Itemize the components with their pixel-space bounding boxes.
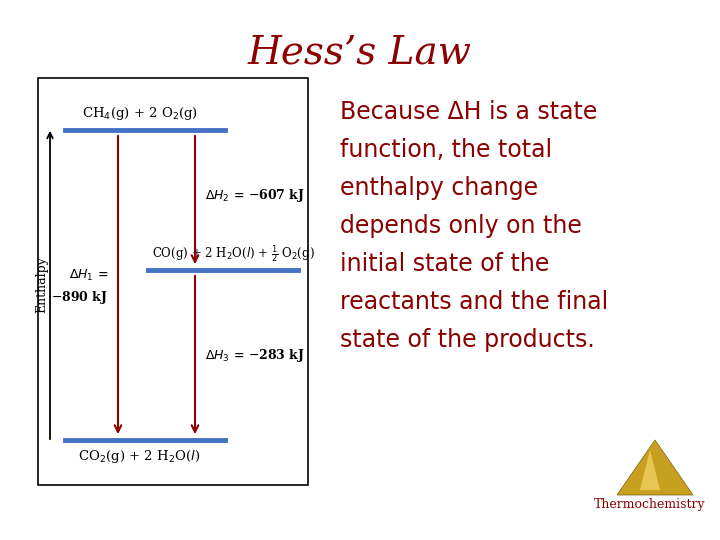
Text: $\Delta H_1$ =: $\Delta H_1$ = — [68, 267, 108, 282]
Polygon shape — [640, 450, 660, 490]
Text: reactants and the final: reactants and the final — [340, 290, 608, 314]
Text: $\Delta H_3$ = $-$283 kJ: $\Delta H_3$ = $-$283 kJ — [205, 347, 305, 363]
Text: initial state of the: initial state of the — [340, 252, 549, 276]
Text: CO$_2$(g) + 2 H$_2$O($l$): CO$_2$(g) + 2 H$_2$O($l$) — [78, 448, 200, 465]
Text: state of the products.: state of the products. — [340, 328, 595, 352]
Text: Thermochemistry: Thermochemistry — [594, 498, 706, 511]
Text: Because ΔH is a state: Because ΔH is a state — [340, 100, 598, 124]
Text: function, the total: function, the total — [340, 138, 552, 162]
Bar — [38, 78, 308, 485]
Polygon shape — [617, 440, 693, 495]
Text: $-$890 kJ: $-$890 kJ — [51, 288, 108, 306]
Text: CO(g) + 2 H$_2$O($l$) + $\frac{1}{2}$ O$_2$(g): CO(g) + 2 H$_2$O($l$) + $\frac{1}{2}$ O$… — [152, 244, 315, 265]
Text: Hess’s Law: Hess’s Law — [248, 35, 472, 72]
Text: CH$_4$(g) + 2 O$_2$(g): CH$_4$(g) + 2 O$_2$(g) — [82, 105, 198, 122]
Text: depends only on the: depends only on the — [340, 214, 582, 238]
Text: Enthalpy: Enthalpy — [35, 256, 48, 313]
Text: $\Delta H_2$ = $-$607 kJ: $\Delta H_2$ = $-$607 kJ — [205, 186, 305, 204]
Text: enthalpy change: enthalpy change — [340, 176, 538, 200]
